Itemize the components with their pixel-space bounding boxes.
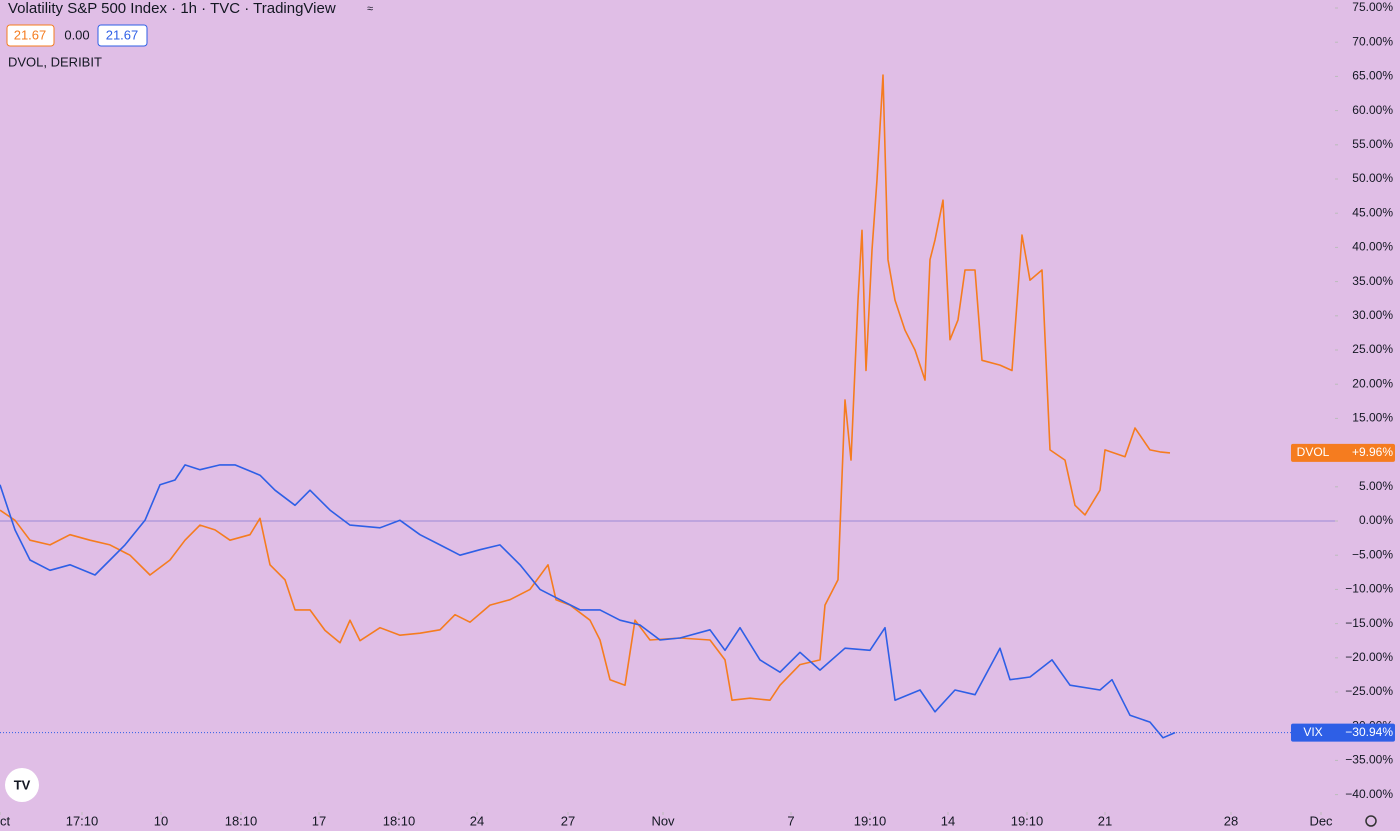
y-tick-label: −20.00% [1345, 650, 1393, 664]
end-label: −30.94% [1345, 725, 1393, 739]
y-tick-label: −40.00% [1345, 787, 1393, 801]
x-tick-label: 14 [941, 813, 955, 828]
header-value: 21.67 [14, 27, 47, 42]
value-box [6, 24, 55, 47]
x-tick-label: 21 [1098, 813, 1112, 828]
svg-text:TV: TV [14, 777, 31, 792]
y-tick-label: 5.00% [1359, 479, 1393, 493]
icon: ≈ [367, 3, 373, 15]
header-value: 0.00 [64, 27, 89, 42]
y-tick-label: 45.00% [1352, 205, 1393, 219]
end-label-box [1291, 723, 1395, 742]
y-tick-label: −5.00% [1352, 547, 1393, 561]
y-tick-label: 25.00% [1352, 342, 1393, 356]
legend-entry: DVOL [1297, 445, 1330, 459]
x-tick-label: 18:10 [225, 813, 258, 828]
y-tick-label: 75.00% [1352, 0, 1393, 14]
chart-title: Volatility S&P 500 Index · 1h · TVC · Tr… [8, 0, 336, 17]
y-tick-label: 70.00% [1352, 34, 1393, 48]
x-tick-label: Oct [0, 813, 10, 828]
x-tick-label: 10 [154, 813, 168, 828]
y-tick-label: 55.00% [1352, 137, 1393, 151]
y-tick-label: −15.00% [1345, 616, 1393, 630]
y-tick-label: 0.00% [1359, 513, 1393, 527]
legend-entry: VIX [1303, 725, 1322, 739]
x-tick-label: 17:10 [66, 813, 99, 828]
y-tick-label: 30.00% [1352, 308, 1393, 322]
y-tick-label: 40.00% [1352, 240, 1393, 254]
end-label-box [1291, 443, 1395, 462]
y-tick-label: 60.00% [1352, 103, 1393, 117]
y-tick-label: 65.00% [1352, 69, 1393, 83]
x-tick-label: 28 [1224, 813, 1238, 828]
end-label: +9.96% [1352, 445, 1393, 459]
y-tick-label: −35.00% [1345, 753, 1393, 767]
x-tick-label: 18:10 [383, 813, 416, 828]
y-tick-label: 20.00% [1352, 376, 1393, 390]
series-line [0, 74, 1171, 701]
y-tick-label: −10.00% [1345, 582, 1393, 596]
value-box [97, 24, 148, 47]
settings-icon [1365, 815, 1377, 827]
x-tick-label: 17 [312, 813, 326, 828]
subtitle: DVOL, DERIBIT [8, 54, 102, 69]
x-tick-label: Dec [1309, 813, 1333, 828]
x-tick-label: 27 [561, 813, 575, 828]
x-tick-label: 19:10 [854, 813, 887, 828]
x-tick-label: 19:10 [1011, 813, 1044, 828]
y-tick-label: −25.00% [1345, 684, 1393, 698]
y-tick-label: 35.00% [1352, 274, 1393, 288]
y-tick-label: 15.00% [1352, 411, 1393, 425]
y-tick-label: 50.00% [1352, 171, 1393, 185]
series-line [0, 464, 1176, 739]
logo: TV [5, 768, 39, 802]
x-tick-label: 7 [787, 813, 794, 828]
x-tick-label: Nov [651, 813, 675, 828]
x-tick-label: 24 [470, 813, 484, 828]
header-value: 21.67 [106, 27, 139, 42]
